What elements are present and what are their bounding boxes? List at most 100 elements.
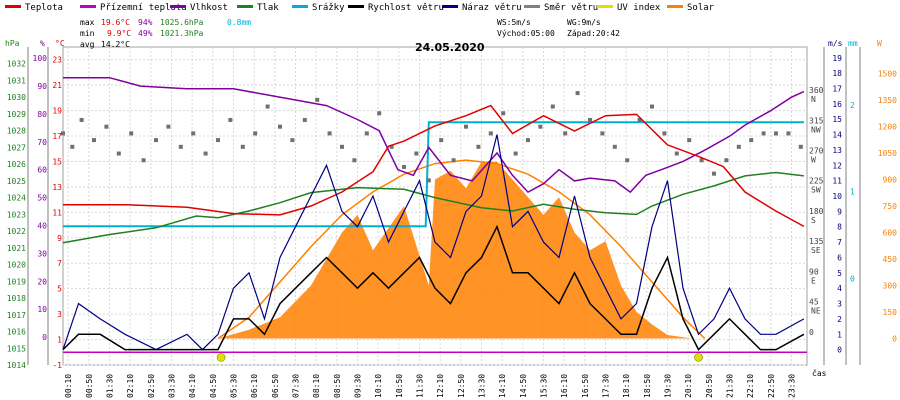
- x-tick: 03:30: [168, 374, 177, 398]
- direction-tick-label: E: [811, 276, 816, 285]
- pressure-unit: hPa: [5, 39, 20, 48]
- point-wind-direction: [637, 117, 642, 122]
- point-wind-direction: [488, 131, 493, 136]
- chart-title: 24.05.2020: [415, 41, 485, 54]
- direction-tick: 135: [809, 237, 824, 246]
- point-wind-direction: [786, 131, 791, 136]
- humidity-tick: 60: [37, 166, 47, 175]
- humidity-tick: 70: [37, 138, 47, 147]
- temperature-tick: 7: [57, 259, 62, 268]
- point-wind-direction: [476, 144, 481, 149]
- legend-label: Solar: [687, 3, 715, 13]
- solar-unit: W: [877, 39, 882, 48]
- wind-tick: 19: [832, 54, 842, 63]
- point-wind-direction: [377, 111, 382, 116]
- x-tick: 06:50: [271, 374, 280, 398]
- temperature-tick: 5: [57, 285, 62, 294]
- solar-tick: 750: [883, 202, 898, 211]
- solar-tick: 150: [883, 308, 898, 317]
- solar-tick: 0: [892, 335, 897, 344]
- direction-tick-label: NE: [811, 307, 821, 316]
- right-axes: 360N315NW270W225SW180S135SE90E45NE019181…: [809, 47, 897, 365]
- x-axis: 00:10 00:50 01:30 02:10 02:50 03:30 04:10 04:50…: [64, 374, 796, 398]
- point-wind-direction: [414, 151, 419, 156]
- pressure-tick: 1030: [7, 93, 26, 102]
- stat-sunrise: Východ:05:00: [497, 29, 555, 38]
- humidity-tick: 100: [33, 54, 48, 63]
- wind-tick: 16: [832, 100, 842, 109]
- x-tick: 06:10: [250, 374, 259, 398]
- solar-tick: 1200: [878, 123, 897, 132]
- pressure-tick: 1032: [7, 60, 26, 69]
- wind-tick: 15: [832, 115, 842, 124]
- point-wind-direction: [798, 144, 803, 149]
- stat-ws: WS:5m/s: [497, 18, 531, 27]
- point-wind-direction: [104, 124, 109, 129]
- solar-tick: 300: [883, 282, 898, 291]
- stat-max-rain: 0.8mm: [227, 18, 251, 27]
- solar-tick: 900: [883, 176, 898, 185]
- point-wind-direction: [550, 104, 555, 109]
- legend-label: UV index: [617, 3, 661, 13]
- humidity-tick: 10: [37, 305, 47, 314]
- series-solar: [63, 161, 804, 339]
- pressure-tick: 1022: [7, 227, 26, 236]
- point-wind-direction: [712, 171, 716, 176]
- x-tick: 19:30: [664, 374, 673, 398]
- temperature-tick: 9: [57, 234, 62, 243]
- stat-min-label: min: [80, 29, 95, 38]
- x-tick: 09:30: [354, 374, 363, 398]
- legend-label: Směr větru: [544, 3, 598, 13]
- x-tick: 05:30: [230, 374, 239, 398]
- x-tick: 07:30: [292, 374, 301, 398]
- x-tick: 02:10: [126, 374, 135, 398]
- x-tick: 13:30: [478, 374, 487, 398]
- temperature-tick: 1: [57, 336, 62, 345]
- temperature-tick: 23: [52, 56, 62, 65]
- solar-tick: 600: [883, 229, 898, 238]
- pressure-tick: 1017: [7, 311, 26, 320]
- point-wind-direction: [240, 144, 245, 149]
- point-wind-direction: [364, 131, 369, 136]
- point-wind-direction: [178, 144, 183, 149]
- pressure-tick: 1026: [7, 160, 26, 169]
- wind-tick: 10: [832, 192, 842, 201]
- point-wind-direction: [61, 131, 65, 136]
- direction-tick-label: NW: [811, 125, 821, 134]
- x-tick: 18:10: [622, 374, 631, 398]
- legend-label: Náraz větru: [462, 3, 522, 13]
- point-wind-direction: [538, 124, 543, 129]
- legend-swatch: [442, 5, 458, 8]
- wind-tick: 9: [837, 207, 842, 216]
- x-tick: 20:10: [684, 374, 693, 398]
- direction-tick-label: SW: [811, 186, 821, 195]
- point-wind-direction: [761, 131, 766, 136]
- temperature-tick: 17: [52, 132, 62, 141]
- stat-max-press: 1025.6hPa: [160, 18, 204, 27]
- legend-label: Vlhkost: [190, 3, 228, 13]
- direction-tick: 0: [809, 328, 814, 337]
- direction-tick: 360: [809, 86, 824, 95]
- wind-tick: 0: [837, 346, 842, 355]
- humidity-tick: 0: [42, 333, 47, 342]
- stat-wg: WG:9m/s: [567, 18, 601, 27]
- wind-tick: 12: [832, 161, 842, 170]
- point-wind-direction: [166, 124, 171, 129]
- wind-tick: 5: [837, 269, 842, 278]
- point-wind-direction: [625, 158, 630, 163]
- x-tick: 15:30: [540, 374, 549, 398]
- pressure-tick: 1025: [7, 177, 26, 186]
- point-wind-direction: [451, 158, 456, 163]
- x-tick: 08:50: [333, 374, 342, 398]
- humidity-tick: 90: [37, 82, 47, 91]
- legend-swatch: [237, 5, 253, 8]
- series-pressure: [62, 171, 804, 244]
- legend-swatch: [667, 5, 683, 8]
- point-wind-direction: [327, 131, 332, 136]
- solar-tick: 450: [883, 255, 898, 264]
- temperature-tick: 11: [52, 208, 62, 217]
- wind-tick: 8: [837, 223, 842, 232]
- series-temperature: [63, 104, 805, 228]
- point-wind-direction: [290, 138, 295, 143]
